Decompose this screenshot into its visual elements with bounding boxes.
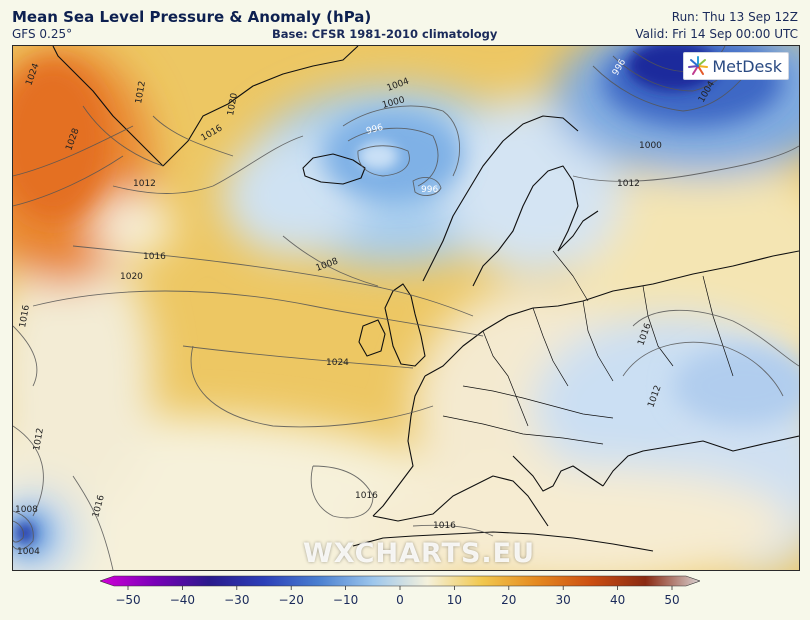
colorbar-tick-label: 50: [664, 593, 679, 607]
colorbar-tick-label: 20: [501, 593, 516, 607]
coastlines: [52, 46, 799, 552]
isobar-label: 1016: [143, 252, 166, 262]
isobar-label: 1016: [433, 521, 456, 531]
colorbar-ticks: −50 −40 −30 −20 −10 0 10 20 30 40 50: [115, 586, 680, 607]
chart-title: Mean Sea Level Pressure & Anomaly (hPa): [12, 8, 372, 26]
metdesk-logo-text: MetDesk: [712, 56, 782, 76]
isobar-label: 1008: [15, 505, 38, 515]
isobar-label: 1000: [639, 141, 662, 151]
isobar-label: 1020: [226, 92, 240, 117]
isobar-label: 1024: [326, 358, 349, 368]
isobar-label: 996: [365, 123, 384, 137]
anomaly-shading: [13, 46, 799, 570]
wxcharts-watermark: WXCHARTS.EU: [303, 538, 536, 569]
isobar-label: 996: [421, 185, 438, 195]
metdesk-logo: MetDesk: [683, 52, 789, 80]
map-canvas: 1024 1028 1020 1016 1012 1012 1016 1020 …: [13, 46, 799, 570]
colorbar-tick-label: −50: [115, 593, 140, 607]
model-label: GFS 0.25°: [12, 27, 73, 41]
anomaly-colorbar: −50 −40 −30 −20 −10 0 10 20 30 40 50: [100, 575, 700, 607]
climatology-base-label: Base: CFSR 1981-2010 climatology: [272, 27, 498, 41]
pressure-anomaly-map[interactable]: 1024 1028 1020 1016 1012 1012 1016 1020 …: [12, 45, 800, 571]
colorbar-tick-label: 10: [447, 593, 462, 607]
colorbar-tick-label: −10: [333, 593, 358, 607]
run-time-label: Run: Thu 13 Sep 12Z: [671, 10, 798, 24]
colorbar-tick-label: 0: [396, 593, 404, 607]
metdesk-logo-icon: [688, 56, 709, 75]
colorbar-tick-label: 40: [610, 593, 625, 607]
colorbar-tick-label: −20: [279, 593, 304, 607]
valid-time-label: Valid: Fri 14 Sep 00:00 UTC: [635, 27, 798, 41]
isobar-label: 1012: [32, 427, 46, 451]
isobar-label: 1012: [617, 179, 640, 189]
isobar-label: 1020: [120, 272, 143, 282]
isobar-label: 1016: [18, 304, 32, 329]
colorbar-tick-label: −40: [170, 593, 195, 607]
isobar-label: 1012: [134, 80, 148, 104]
isobar-label: 1016: [355, 491, 378, 501]
colorbar-scale: [100, 575, 700, 587]
isobar-label: 1012: [133, 179, 156, 189]
colorbar-tick-label: −30: [224, 593, 249, 607]
colorbar-tick-label: 30: [556, 593, 571, 607]
isobar-label: 1004: [17, 547, 40, 557]
